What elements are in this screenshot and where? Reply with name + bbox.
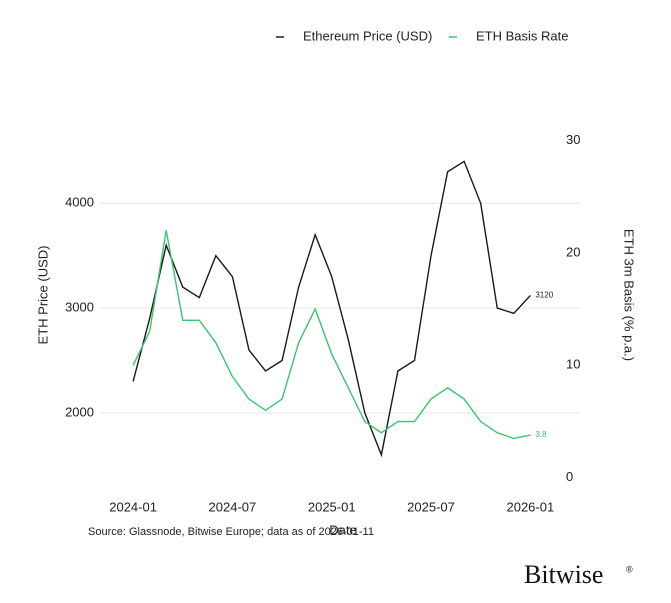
x-tick-label: 2025-01 (308, 499, 356, 514)
y-tick-label: 2000 (65, 404, 94, 419)
end-value-label: 3.8 (535, 430, 547, 439)
y2-axis-label: ETH 3m Basis (% p.a.) (622, 229, 637, 361)
y2-tick-label: 10 (566, 357, 580, 372)
y2-tick-label: 0 (566, 469, 573, 484)
y-axis-label: ETH Price (USD) (35, 246, 50, 345)
x-tick-label: 2025-07 (407, 499, 455, 514)
x-tick-label: 2026-01 (506, 499, 554, 514)
y2-tick-label: 20 (566, 244, 580, 259)
legend-label: ETH Basis Rate (476, 28, 568, 43)
x-tick-label: 2024-07 (209, 499, 257, 514)
series-line (132, 160, 531, 458)
legend-label: Ethereum Price (USD) (303, 28, 432, 43)
y2-tick-label: 30 (566, 132, 580, 147)
x-tick-label: 2024-01 (109, 499, 157, 514)
x-axis-label: Date (329, 522, 356, 537)
source-note: Source: Glassnode, Bitwise Europe; data … (88, 526, 374, 538)
registered-mark: ® (626, 564, 633, 574)
y-tick-label: 4000 (65, 195, 94, 210)
series-line (132, 230, 531, 440)
brand-logo: Bitwise (524, 560, 603, 589)
y-tick-label: 3000 (65, 300, 94, 315)
end-value-label: 3120 (535, 291, 553, 300)
